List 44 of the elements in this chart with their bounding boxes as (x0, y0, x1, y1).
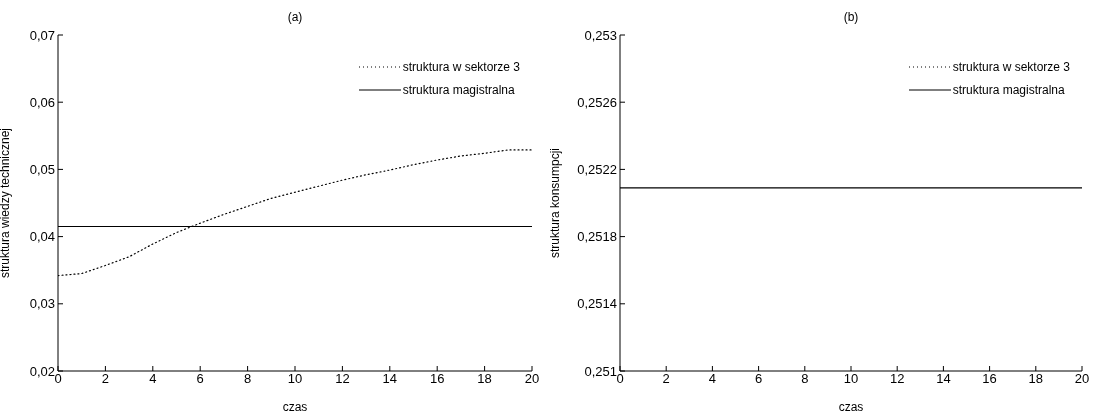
y-axis-title: struktura wiedzy technicznej (0, 127, 13, 279)
x-axis-title: czas (838, 400, 864, 414)
x-tick-label: 8 (801, 371, 809, 387)
x-tick-label: 0 (616, 371, 624, 387)
x-tick-label: 16 (982, 371, 997, 387)
legend-label: struktura w sektorze 3 (402, 59, 520, 74)
x-tick-label: 18 (1028, 371, 1044, 387)
x-tick-label: 8 (243, 371, 252, 387)
x-tick-label: 16 (429, 371, 445, 387)
y-tick-label: 0,02 (29, 363, 55, 379)
y-axis-title: struktura konsumpcji (548, 147, 563, 259)
x-tick-label: 4 (708, 371, 717, 387)
x-tick-label: 0 (54, 371, 62, 387)
y-tick-label: 0,251 (584, 363, 617, 379)
x-tick-label: 12 (335, 371, 350, 387)
x-tick-label: 4 (149, 371, 157, 387)
x-tick-label: 6 (196, 371, 204, 387)
x-tick-label: 18 (477, 371, 492, 387)
y-tick-label: 0,06 (29, 94, 55, 110)
x-tick-label: 14 (382, 371, 398, 387)
y-tick-label: 0,05 (29, 162, 55, 178)
x-tick-label: 6 (754, 371, 763, 387)
legend-label: struktura w sektorze 3 (952, 59, 1070, 74)
y-tick-label: 0,2514 (577, 296, 617, 312)
chart-title: (a) (286, 10, 304, 24)
legend-label: struktura magistralna (402, 82, 515, 97)
x-tick-label: 20 (1074, 371, 1090, 387)
x-tick-label: 2 (662, 371, 670, 387)
y-tick-label: 0,253 (584, 27, 617, 43)
y-tick-label: 0,03 (29, 296, 55, 312)
y-tick-label: 0,2518 (577, 229, 617, 245)
x-tick-label: 10 (843, 371, 859, 387)
y-tick-label: 0,07 (29, 27, 55, 43)
x-tick-label: 12 (889, 371, 905, 387)
x-tick-label: 14 (936, 371, 951, 387)
y-tick-label: 0,2522 (577, 162, 617, 178)
x-tick-label: 20 (524, 371, 540, 387)
chart-title: (b) (842, 10, 860, 24)
y-tick-label: 0,04 (29, 229, 55, 245)
y-tick-label: 0,2526 (577, 94, 617, 110)
x-axis-title: czas (282, 400, 308, 414)
x-tick-label: 10 (287, 371, 303, 387)
x-tick-label: 2 (101, 371, 110, 387)
legend-label: struktura magistralna (952, 82, 1065, 97)
